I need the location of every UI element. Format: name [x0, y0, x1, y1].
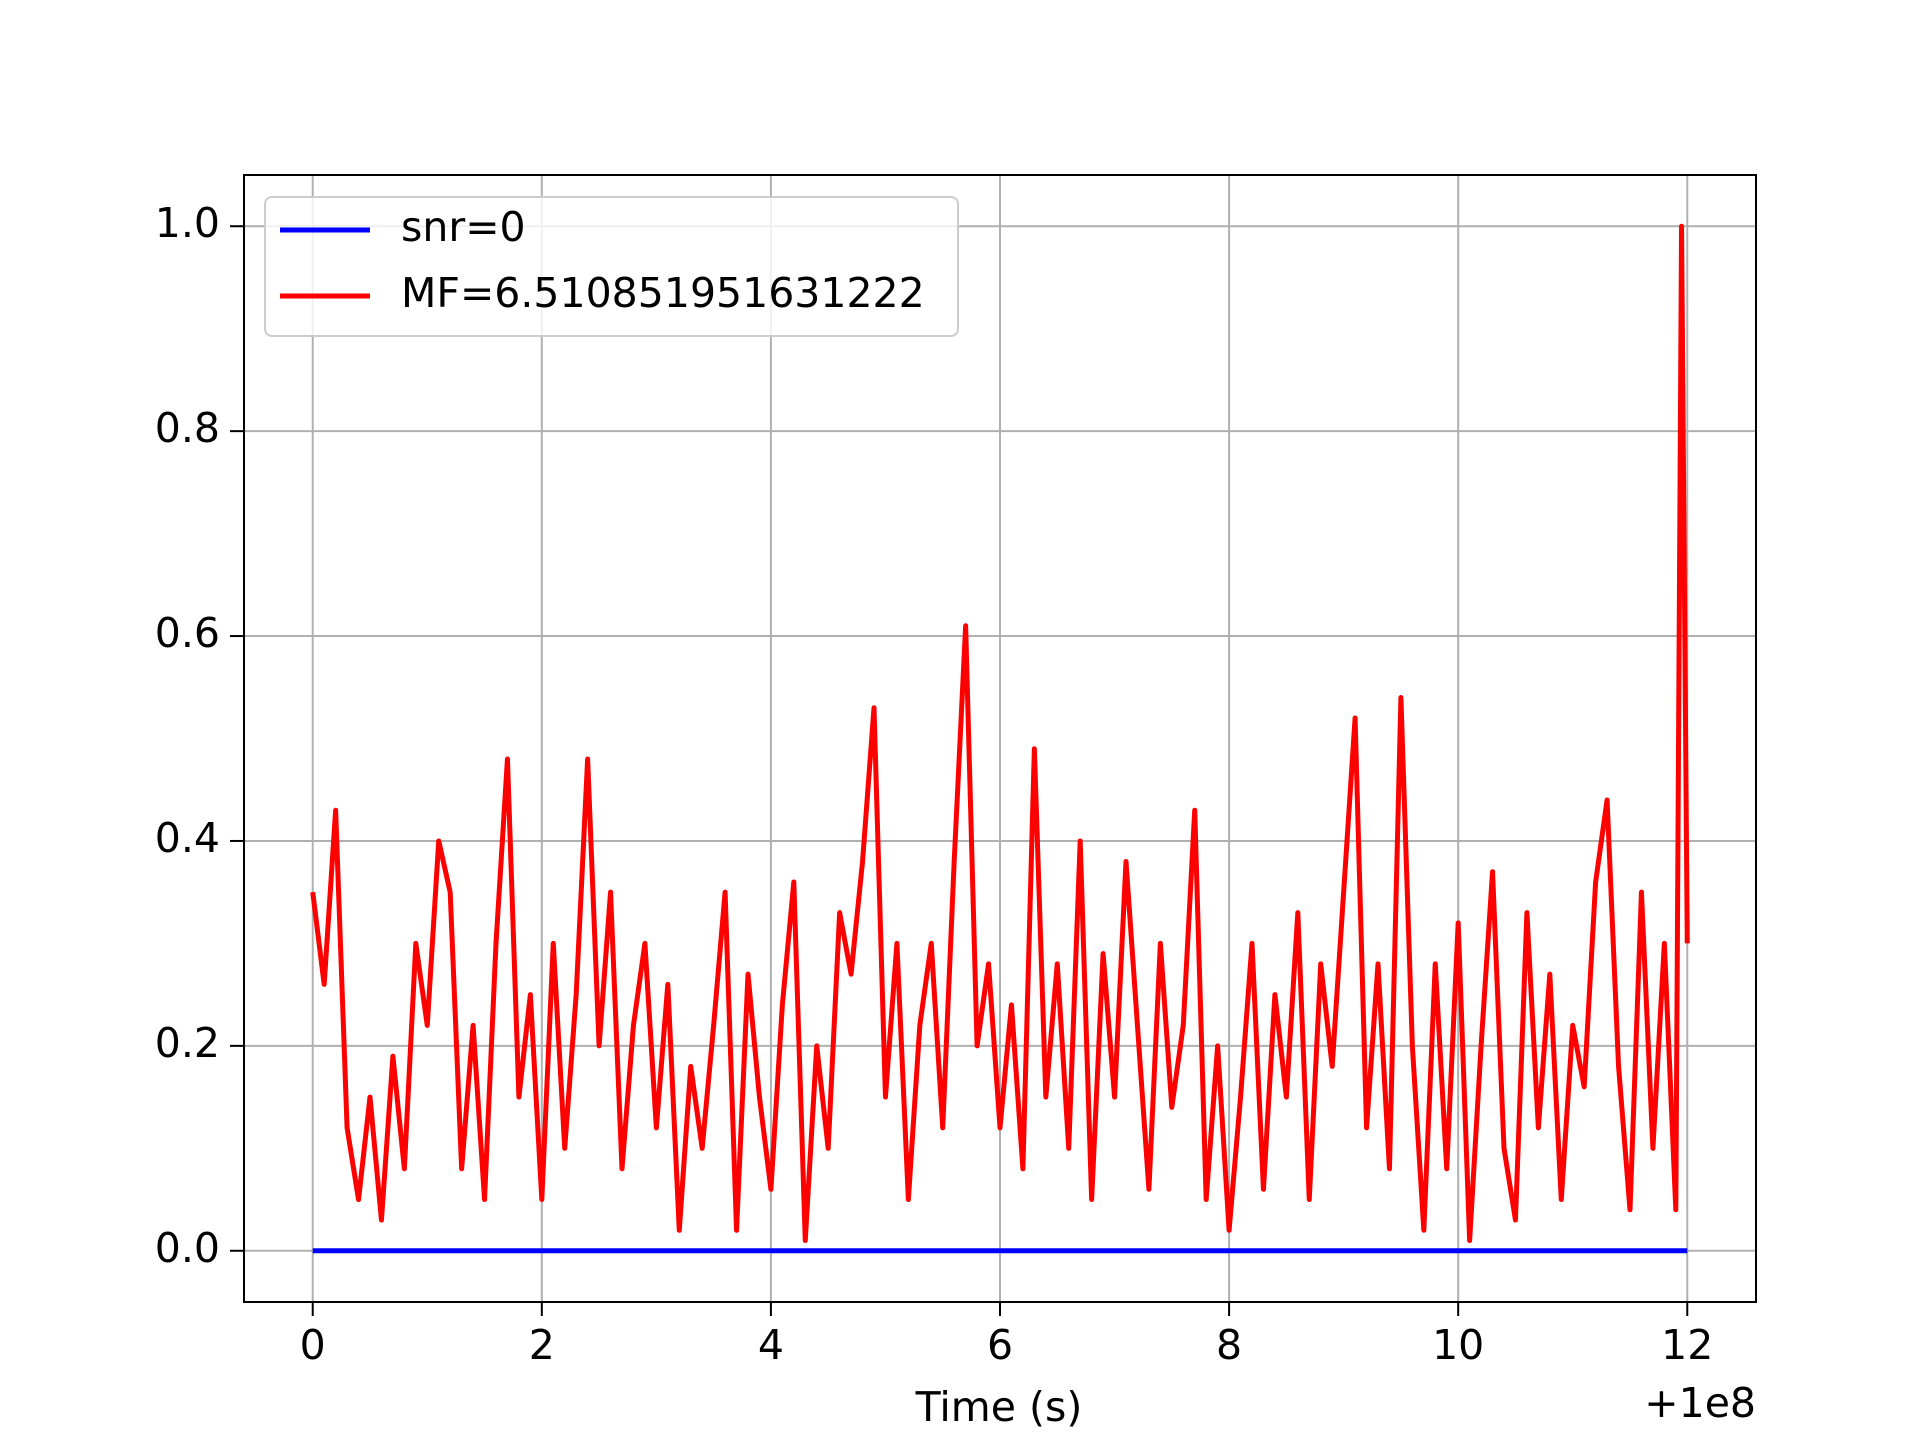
y-tick-label: 1.0	[155, 199, 220, 247]
y-tick-label: 0.8	[155, 404, 220, 452]
legend-label: MF=6.510851951631222	[401, 269, 925, 317]
grid	[244, 175, 1756, 1302]
legend-label: snr=0	[401, 203, 526, 251]
x-offset-label: +1e8	[1644, 1379, 1756, 1427]
data-line	[310, 223, 1690, 1244]
x-tick-label: 10	[1432, 1321, 1484, 1369]
y-tick-label: 0.2	[155, 1019, 220, 1067]
x-axis-label: Time (s)	[915, 1383, 1083, 1431]
x-tick-label: 12	[1661, 1321, 1713, 1369]
x-tick-label: 4	[758, 1321, 784, 1369]
y-tick-label: 0.4	[155, 814, 220, 862]
x-tick-label: 2	[529, 1321, 555, 1369]
x-tick-label: 0	[300, 1321, 326, 1369]
y-tick-label: 0.6	[155, 609, 220, 657]
legend: snr=0 MF=6.510851951631222	[264, 196, 959, 337]
plot-frame	[243, 174, 1757, 1303]
x-tick-label: 8	[1216, 1321, 1242, 1369]
y-tick-label: 0.0	[155, 1224, 220, 1272]
x-tick-label: 6	[987, 1321, 1013, 1369]
legend-box	[264, 196, 959, 337]
